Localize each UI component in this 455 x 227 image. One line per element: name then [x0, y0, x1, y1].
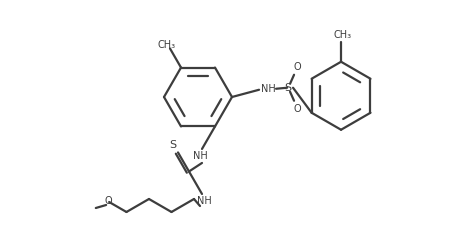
Text: O: O [293, 104, 301, 114]
Text: O: O [104, 196, 112, 206]
Text: O: O [293, 62, 301, 72]
Text: NH: NH [197, 196, 212, 206]
Text: NH: NH [192, 151, 207, 161]
Text: CH₃: CH₃ [334, 30, 352, 40]
Text: CH₃: CH₃ [158, 40, 176, 50]
Text: S: S [284, 83, 292, 93]
Text: NH: NH [261, 84, 275, 94]
Text: S: S [169, 141, 177, 151]
